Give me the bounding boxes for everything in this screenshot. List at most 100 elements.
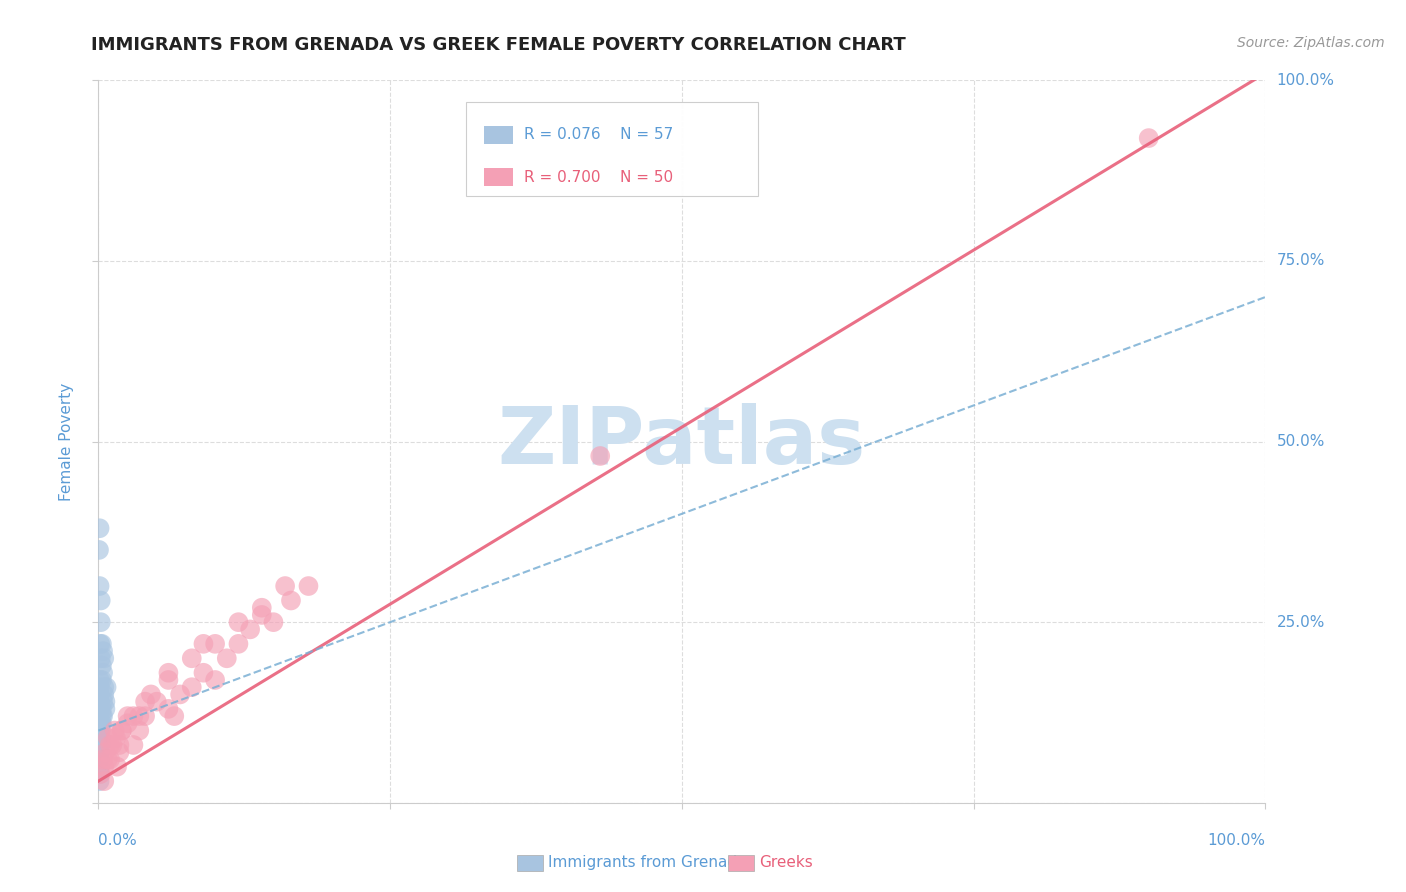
- Point: [90, 637, 112, 651]
- Point: [297, 579, 319, 593]
- Point: [90, 738, 112, 752]
- Text: 50.0%: 50.0%: [1277, 434, 1324, 449]
- Point: [94, 745, 117, 759]
- Point: [90, 767, 112, 781]
- Point: [1137, 131, 1160, 145]
- Point: [122, 738, 145, 752]
- Point: [94, 702, 117, 716]
- Point: [89, 760, 111, 774]
- Point: [89, 767, 111, 781]
- Text: R = 0.700    N = 50: R = 0.700 N = 50: [524, 169, 673, 185]
- Point: [101, 738, 124, 752]
- Text: IMMIGRANTS FROM GRENADA VS GREEK FEMALE POVERTY CORRELATION CHART: IMMIGRANTS FROM GRENADA VS GREEK FEMALE …: [91, 36, 905, 54]
- Point: [193, 665, 215, 680]
- Y-axis label: Female Poverty: Female Poverty: [59, 383, 75, 500]
- Point: [98, 752, 121, 766]
- Point: [89, 767, 111, 781]
- Point: [134, 695, 156, 709]
- Point: [89, 745, 111, 759]
- Point: [250, 607, 273, 622]
- Point: [93, 687, 115, 701]
- Point: [91, 644, 114, 658]
- Point: [90, 723, 112, 738]
- Point: [89, 752, 111, 766]
- Point: [90, 615, 112, 630]
- Point: [89, 723, 111, 738]
- Point: [204, 673, 226, 687]
- Point: [111, 723, 134, 738]
- Point: [91, 752, 114, 766]
- Point: [104, 723, 127, 738]
- Point: [180, 680, 202, 694]
- Point: [105, 760, 128, 774]
- Text: R = 0.076    N = 57: R = 0.076 N = 57: [524, 128, 673, 143]
- Point: [89, 738, 111, 752]
- Text: Source: ZipAtlas.com: Source: ZipAtlas.com: [1237, 36, 1385, 50]
- Point: [89, 752, 111, 766]
- Text: ZIPatlas: ZIPatlas: [498, 402, 866, 481]
- Point: [108, 738, 131, 752]
- Point: [89, 687, 111, 701]
- Point: [89, 745, 111, 759]
- Point: [589, 449, 612, 463]
- Point: [239, 623, 262, 637]
- Text: 75.0%: 75.0%: [1277, 253, 1324, 268]
- Point: [90, 731, 112, 745]
- Point: [280, 593, 302, 607]
- Point: [146, 695, 169, 709]
- Point: [89, 760, 111, 774]
- Point: [89, 738, 111, 752]
- Point: [89, 760, 111, 774]
- Point: [228, 637, 250, 651]
- FancyBboxPatch shape: [465, 102, 758, 196]
- Point: [274, 579, 297, 593]
- Point: [128, 709, 150, 723]
- Point: [90, 673, 112, 687]
- Point: [180, 651, 202, 665]
- Text: 100.0%: 100.0%: [1208, 833, 1265, 848]
- Point: [90, 716, 112, 731]
- Text: Greeks: Greeks: [759, 855, 813, 870]
- Point: [89, 731, 111, 745]
- Point: [89, 702, 111, 716]
- Point: [93, 651, 115, 665]
- Point: [90, 716, 112, 731]
- Point: [169, 687, 191, 701]
- Point: [91, 665, 114, 680]
- Point: [89, 745, 111, 759]
- Point: [97, 731, 120, 745]
- Point: [93, 680, 115, 694]
- Point: [89, 752, 111, 766]
- Point: [94, 695, 117, 709]
- Point: [93, 774, 115, 789]
- Point: [89, 709, 111, 723]
- Point: [89, 723, 111, 738]
- Point: [89, 774, 111, 789]
- Point: [204, 637, 226, 651]
- FancyBboxPatch shape: [484, 168, 513, 186]
- Point: [157, 673, 180, 687]
- Point: [90, 709, 112, 723]
- Point: [193, 637, 215, 651]
- Point: [163, 709, 186, 723]
- Point: [96, 680, 118, 694]
- Point: [89, 695, 111, 709]
- Point: [87, 542, 110, 557]
- Point: [122, 709, 145, 723]
- Point: [108, 745, 131, 759]
- Point: [89, 680, 111, 694]
- Point: [89, 767, 111, 781]
- FancyBboxPatch shape: [484, 126, 513, 144]
- Point: [157, 702, 180, 716]
- Point: [91, 695, 114, 709]
- Point: [89, 731, 111, 745]
- Point: [89, 579, 111, 593]
- Point: [91, 709, 114, 723]
- Point: [117, 709, 139, 723]
- Point: [134, 709, 156, 723]
- Point: [89, 745, 111, 759]
- Point: [90, 593, 112, 607]
- Point: [89, 760, 111, 774]
- Point: [89, 716, 111, 731]
- Point: [228, 615, 250, 630]
